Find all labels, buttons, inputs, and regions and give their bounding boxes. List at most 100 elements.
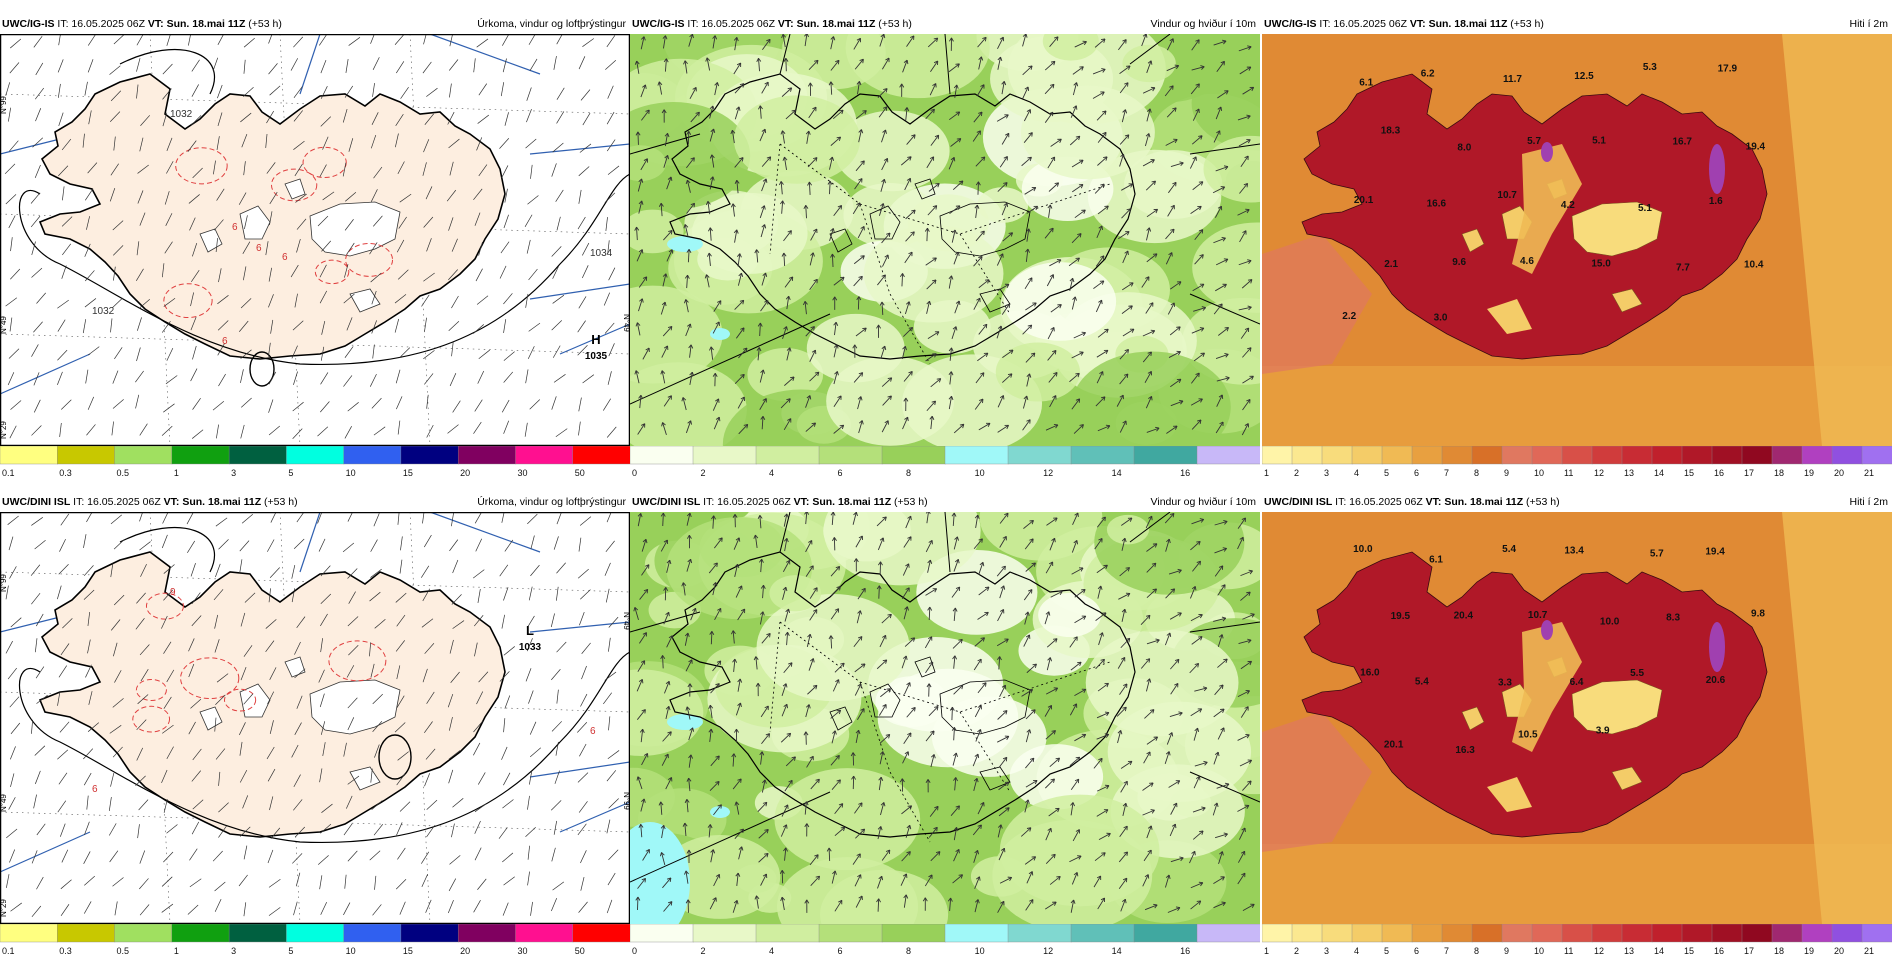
temperature-value: 3.3 bbox=[1498, 678, 1512, 689]
colorbar-tick-label: 30 bbox=[517, 946, 527, 956]
wind-arrowhead bbox=[1197, 901, 1201, 902]
panel-title: Hiti í 2m bbox=[1849, 492, 1888, 512]
wind-arrowhead bbox=[1077, 872, 1078, 876]
sea-band bbox=[1262, 844, 1892, 924]
wind-arrowhead bbox=[787, 825, 788, 829]
valid-time: VT: Sun. 18.mai 11Z bbox=[1410, 18, 1507, 30]
colorbar-tick-label: 13 bbox=[1624, 946, 1634, 956]
colorbar-tick-label: 8 bbox=[906, 946, 911, 956]
wind-arrowhead bbox=[979, 877, 980, 881]
temperature-value: 10.7 bbox=[1497, 190, 1517, 201]
temperature-value: 10.0 bbox=[1600, 616, 1620, 627]
colorbar-tick-label: 18 bbox=[1774, 468, 1784, 478]
pressure-label: 1032 bbox=[92, 306, 115, 317]
init-time: IT: 16.05.2025 06Z bbox=[1317, 18, 1410, 30]
lead-time: (+53 h) bbox=[875, 18, 911, 30]
lead-time: (+53 h) bbox=[1523, 496, 1559, 508]
hot-spot bbox=[1541, 142, 1553, 162]
colorbar-swatch bbox=[1562, 446, 1593, 464]
temperature-value: 19.4 bbox=[1746, 142, 1766, 153]
lead-time: (+53 h) bbox=[261, 496, 297, 508]
colorbar-swatch bbox=[1292, 924, 1323, 942]
colorbar-swatch bbox=[172, 924, 230, 942]
wind-barb bbox=[829, 848, 830, 861]
wind-barb bbox=[663, 655, 664, 668]
wind-speed-blob bbox=[1000, 795, 1160, 907]
map-area[interactable] bbox=[630, 34, 1260, 446]
wind-barb bbox=[929, 607, 930, 620]
colorbar-swatch bbox=[57, 924, 115, 942]
map-panel-temp: UWC/IG-IS IT: 16.05.2025 06Z VT: Sun. 18… bbox=[1262, 14, 1892, 480]
colorbar-swatch bbox=[1292, 446, 1323, 464]
temperature-value: 20.4 bbox=[1454, 610, 1474, 621]
colorbar-swatch bbox=[1682, 446, 1713, 464]
panel-header: UWC/DINI ISL IT: 16.05.2025 06Z VT: Sun.… bbox=[630, 492, 1260, 512]
wind-arrowhead bbox=[937, 379, 941, 380]
colorbar-tick-label: 5 bbox=[1384, 468, 1389, 478]
init-time: IT: 16.05.2025 06Z bbox=[70, 496, 163, 508]
colorbar-swatch bbox=[115, 924, 173, 942]
colorbar-tick-label: 3 bbox=[1324, 946, 1329, 956]
colorbar-tick-label: 10 bbox=[346, 468, 356, 478]
colorbar-swatch bbox=[1008, 446, 1072, 464]
colorbar-tick-label: 2 bbox=[1294, 946, 1299, 956]
wind-speed-blob bbox=[908, 194, 989, 251]
colorbar-tick-label: 21 bbox=[1864, 468, 1874, 478]
map-svg bbox=[630, 34, 1260, 446]
model-name: UWC/DINI ISL bbox=[632, 496, 700, 508]
temperature-value: 10.7 bbox=[1528, 610, 1548, 621]
temperature-value: 17.9 bbox=[1718, 64, 1738, 75]
wind-speed-blob bbox=[807, 314, 905, 383]
colorbar-swatch bbox=[1262, 446, 1293, 464]
colorbar-tick-label: 0.3 bbox=[59, 946, 72, 956]
colorbar-tick-label: 8 bbox=[906, 468, 911, 478]
temperature-value: 1.6 bbox=[1709, 196, 1723, 207]
colorbar-tick-label: 1 bbox=[174, 468, 179, 478]
colorbar-swatch bbox=[1008, 924, 1072, 942]
wind-arrowhead bbox=[787, 704, 788, 708]
panel-info: UWC/DINI ISL IT: 16.05.2025 06Z VT: Sun.… bbox=[2, 492, 298, 512]
wind-arrowhead bbox=[1007, 203, 1008, 207]
colorbar-tick-label: 10 bbox=[1534, 468, 1544, 478]
model-name: UWC/IG-IS bbox=[632, 18, 685, 30]
colorbar-swatch bbox=[172, 446, 230, 464]
hot-spot bbox=[1541, 620, 1553, 640]
map-area[interactable] bbox=[630, 512, 1260, 924]
temperature-value: 15.0 bbox=[1591, 259, 1611, 270]
wind-barb bbox=[832, 254, 833, 267]
model-name: UWC/IG-IS bbox=[2, 18, 55, 30]
wind-arrowhead bbox=[765, 129, 766, 133]
colorbar-tick-label: 20 bbox=[1834, 946, 1844, 956]
colorbar-swatch bbox=[1622, 446, 1653, 464]
wind-arrowhead bbox=[1200, 328, 1204, 329]
colorbar-swatch bbox=[1742, 924, 1773, 942]
wind-arrowhead bbox=[1104, 329, 1108, 330]
colorbar-swatch bbox=[756, 924, 820, 942]
colorbar-swatch bbox=[1772, 446, 1803, 464]
colorbar-tick-label: 4 bbox=[1354, 946, 1359, 956]
colorbar-swatch bbox=[1622, 924, 1653, 942]
map-panel-wind: UWC/DINI ISL IT: 16.05.2025 06Z VT: Sun.… bbox=[630, 492, 1260, 958]
colorbar-swatch bbox=[229, 924, 287, 942]
temperature-value: 2.1 bbox=[1384, 259, 1398, 270]
wind-speed-blob bbox=[700, 518, 785, 577]
colorbar-swatch bbox=[1262, 924, 1293, 942]
colorbar-tick-label: 2 bbox=[1294, 468, 1299, 478]
temperature-value: 9.8 bbox=[1751, 609, 1765, 620]
colorbar-tick-label: 16 bbox=[1180, 946, 1190, 956]
colorbar-tick-label: 12 bbox=[1594, 946, 1604, 956]
colorbar-tick-label: 20 bbox=[1834, 468, 1844, 478]
valid-time: VT: Sun. 18.mai 11Z bbox=[778, 18, 875, 30]
colorbar-swatch bbox=[458, 446, 516, 464]
wind-arrowhead bbox=[1051, 828, 1052, 832]
model-name: UWC/DINI ISL bbox=[1264, 496, 1332, 508]
temperature-value: 16.0 bbox=[1360, 667, 1380, 678]
temperature-value: 20.1 bbox=[1384, 740, 1404, 751]
pressure-label: 6 bbox=[282, 252, 288, 263]
lead-time: (+53 h) bbox=[1507, 18, 1543, 30]
